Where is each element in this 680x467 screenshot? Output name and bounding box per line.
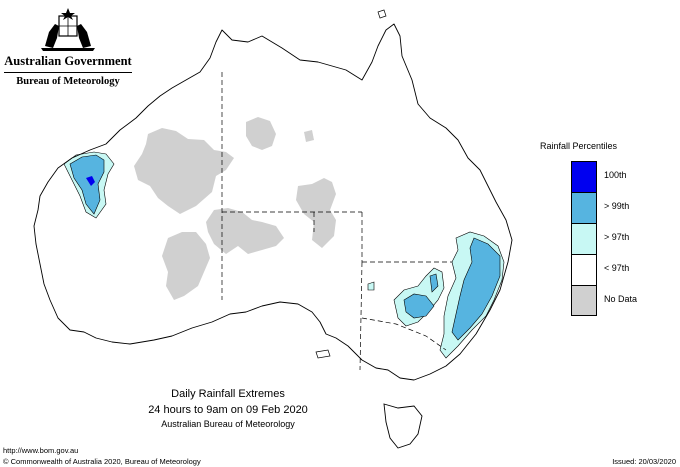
wa-rainfall-extremes [63, 151, 115, 219]
legend-title: Rainfall Percentiles [540, 141, 618, 151]
legend-item: 100th [540, 161, 675, 192]
legend-item: No Data [540, 285, 675, 316]
legend-swatch [571, 285, 597, 316]
legend-label: No Data [604, 294, 638, 304]
issued-date: Issued: 20/03/2020 [612, 457, 676, 466]
coat-of-arms-icon [41, 8, 95, 51]
website-link[interactable]: http://www.bom.gov.au [3, 446, 79, 455]
tasmania-outline [383, 403, 423, 449]
copyright-text: © Commonwealth of Australia 2020, Bureau… [3, 457, 201, 466]
no-data-regions [134, 117, 336, 300]
map-caption: Daily Rainfall Extremes 24 hours to 9am … [128, 386, 328, 431]
legend-swatch [571, 254, 597, 285]
legend-swatch [571, 192, 597, 223]
island-outline [315, 349, 331, 359]
government-title: Australian Government [4, 54, 132, 73]
legend-label: > 99th [604, 201, 630, 211]
nsw-rainfall-extremes [367, 231, 505, 359]
legend-item: > 99th [540, 192, 675, 223]
legend-swatch [571, 161, 597, 192]
legend-item: > 97th [540, 223, 675, 254]
legend-label: 100th [604, 170, 627, 180]
caption-source: Australian Bureau of Meteorology [161, 419, 295, 429]
agency-name: Bureau of Meteorology [16, 76, 120, 87]
legend: Rainfall Percentiles 100th > 99th > 97th… [540, 141, 675, 316]
legend-label: < 97th [604, 263, 630, 273]
legend-label: > 97th [604, 232, 630, 242]
state-borders [221, 72, 452, 371]
legend-swatch [571, 223, 597, 254]
caption-title: Daily Rainfall Extremes [171, 388, 285, 400]
legend-item: < 97th [540, 254, 675, 285]
caption-period: 24 hours to 9am on 09 Feb 2020 [148, 404, 308, 416]
australia-coastline [33, 23, 513, 381]
island-outline [377, 9, 387, 19]
government-branding: Australian Government Bureau of Meteorol… [4, 6, 132, 87]
footer: © Commonwealth of Australia 2020, Bureau… [0, 457, 680, 467]
